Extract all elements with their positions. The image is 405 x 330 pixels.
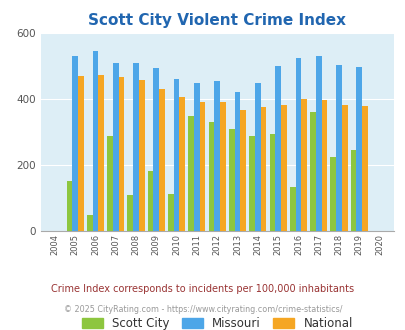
Bar [269, 134, 275, 231]
Bar [87, 215, 92, 231]
Bar [92, 51, 98, 231]
Bar [240, 110, 245, 231]
Bar [98, 75, 104, 231]
Bar [208, 122, 214, 231]
Text: © 2025 CityRating.com - https://www.cityrating.com/crime-statistics/: © 2025 CityRating.com - https://www.city… [64, 305, 341, 314]
Bar [335, 65, 341, 231]
Bar [275, 66, 280, 231]
Title: Scott City Violent Crime Index: Scott City Violent Crime Index [88, 13, 345, 28]
Bar [153, 68, 159, 231]
Bar [301, 99, 306, 231]
Bar [321, 100, 326, 231]
Bar [315, 56, 321, 231]
Bar [361, 106, 367, 231]
Bar [356, 67, 361, 231]
Bar [220, 102, 225, 231]
Bar [127, 195, 133, 231]
Bar [179, 97, 185, 231]
Bar [159, 89, 164, 231]
Bar [254, 83, 260, 231]
Bar [214, 81, 220, 231]
Bar [188, 115, 194, 231]
Bar [113, 63, 118, 231]
Bar [168, 194, 173, 231]
Bar [133, 63, 139, 231]
Bar [249, 136, 254, 231]
Bar [341, 105, 347, 231]
Text: Crime Index corresponds to incidents per 100,000 inhabitants: Crime Index corresponds to incidents per… [51, 284, 354, 294]
Bar [147, 171, 153, 231]
Bar [107, 136, 113, 231]
Bar [330, 157, 335, 231]
Bar [139, 80, 144, 231]
Bar [295, 58, 301, 231]
Bar [118, 77, 124, 231]
Bar [173, 79, 179, 231]
Bar [72, 56, 78, 231]
Bar [78, 76, 83, 231]
Bar [66, 181, 72, 231]
Bar [350, 150, 356, 231]
Bar [234, 92, 240, 231]
Bar [289, 187, 295, 231]
Legend: Scott City, Missouri, National: Scott City, Missouri, National [77, 312, 357, 330]
Bar [228, 129, 234, 231]
Bar [280, 105, 286, 231]
Bar [194, 82, 199, 231]
Bar [309, 112, 315, 231]
Bar [260, 107, 266, 231]
Bar [199, 102, 205, 231]
